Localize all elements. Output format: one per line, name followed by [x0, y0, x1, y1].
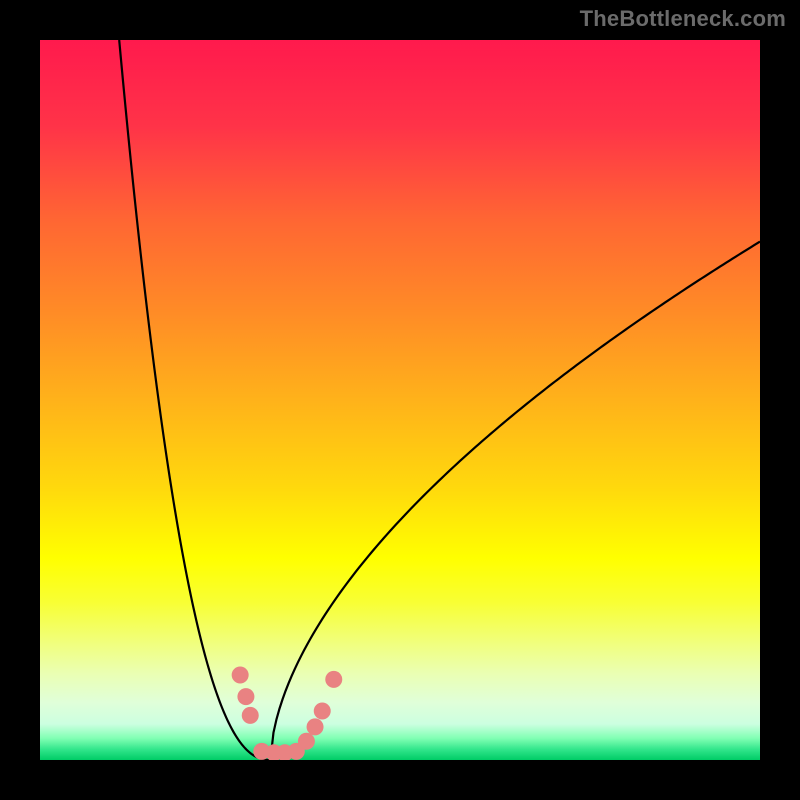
curve-marker [314, 703, 331, 720]
bottleneck-curve-chart [40, 40, 760, 760]
chart-plot-area [40, 40, 760, 760]
curve-marker [232, 667, 249, 684]
curve-marker [237, 688, 254, 705]
curve-marker [307, 718, 324, 735]
curve-marker [325, 671, 342, 688]
chart-background [40, 40, 760, 760]
watermark-text: TheBottleneck.com [580, 6, 786, 32]
curve-marker [242, 707, 259, 724]
curve-marker [298, 733, 315, 750]
